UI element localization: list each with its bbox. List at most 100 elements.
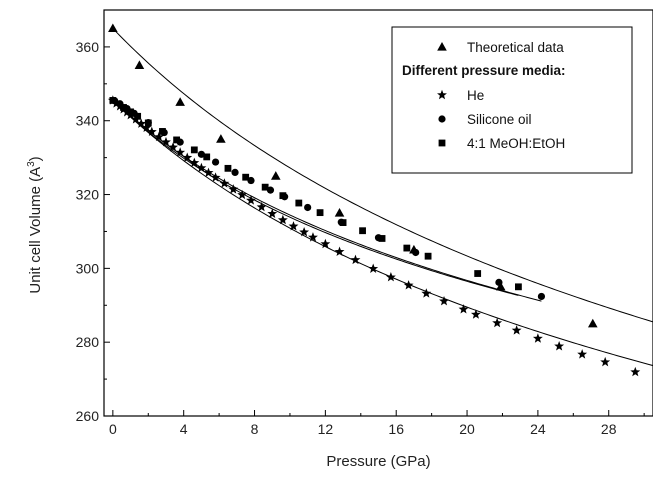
point-star [299,226,310,237]
point-triangle [108,23,118,33]
point-square [279,192,287,200]
y-tick-label: 360 [76,39,100,55]
legend-label: Silicone oil [467,112,532,127]
point-star [267,208,278,218]
legend-marker-circle [438,115,446,123]
point-star [182,152,193,162]
point-triangle [134,60,145,69]
x-tick-label: 16 [388,421,404,437]
point-star [385,272,396,282]
fit-curve-square [112,100,519,296]
data-markers [107,23,641,377]
point-circle [412,248,420,257]
y-tick-label: 300 [76,260,100,276]
point-star [439,296,449,306]
x-tick-label: 28 [601,421,617,437]
x-axis-title: Pressure (GPa) [326,453,430,470]
point-square [127,108,134,116]
point-square [120,104,127,111]
x-tick-label: 24 [530,421,546,437]
point-star [210,172,221,182]
point-star [237,189,248,200]
point-star [196,162,207,173]
point-square [109,97,117,104]
point-circle [304,203,312,212]
point-circle [211,158,220,166]
legend-items: Theoretical data He Silicone oil 4:1 MeOH:E… [437,40,565,151]
y-tick-label: 340 [76,113,100,129]
x-tick-label: 12 [318,421,334,437]
fit-curve-triangle [112,28,653,323]
point-star [277,214,288,225]
x-tick-label: 0 [109,421,117,437]
legend-marker-square [438,139,446,147]
point-square [173,136,181,144]
y-tick-label: 280 [76,334,100,350]
point-star [246,195,256,205]
point-square [190,146,198,154]
y-tick-label: 320 [76,187,100,203]
point-square [144,119,152,127]
point-star [350,254,361,265]
point-circle [247,176,255,185]
point-star [256,201,267,212]
point-star [368,263,379,273]
x-tick-label: 20 [459,421,475,437]
y-axis-title: Unit cell Volume (A3) [26,156,44,293]
legend-box [391,26,633,174]
point-square [203,153,211,161]
point-star [458,304,469,314]
point-star [511,325,522,335]
point-triangle [175,97,185,106]
point-triangle [216,134,226,143]
point-square [403,244,411,252]
point-circle [231,168,239,176]
y-axis-title-close: ) [27,156,44,161]
legend-label: Theoretical data [467,40,564,55]
point-square [359,227,366,235]
y-axis-title-main: Unit cell Volume (A [27,167,44,294]
point-triangle [495,281,506,291]
point-star [577,349,588,359]
point-star [136,118,147,128]
y-tick-label: 260 [76,408,100,424]
point-circle [495,278,503,286]
point-square [515,283,522,291]
legend-heading: Different pressure media: [402,63,566,78]
point-circle [197,150,206,158]
point-star [630,366,641,377]
point-star [189,157,200,168]
point-square [242,173,250,181]
point-star [554,341,565,351]
point-square [295,199,303,207]
point-star [600,356,611,367]
point-square [474,270,482,277]
point-square [224,164,232,172]
point-square [339,219,347,226]
point-star [168,142,179,152]
point-star [532,333,543,343]
y-axis-title-superscript: 3 [26,161,37,167]
legend: Theoretical data He Silicone oil 4:1 MeOH:E… [391,26,633,174]
point-star [175,147,186,157]
point-star [153,131,164,142]
point-star [146,126,157,137]
point-star [219,178,230,188]
point-star [492,317,503,328]
x-tick-label: 8 [251,421,259,437]
point-star [320,238,331,249]
point-square [134,112,142,120]
point-circle [537,292,546,301]
point-star [161,136,171,147]
legend-marker-triangle [437,42,447,51]
point-square [378,235,386,242]
legend-label: 4:1 MeOH:EtOH [467,136,565,151]
point-triangle [270,171,281,180]
point-star [403,280,414,290]
point-square [316,209,324,217]
point-star [421,288,432,298]
point-circle [266,186,275,194]
fit-curves [112,28,653,367]
point-triangle [587,318,598,328]
